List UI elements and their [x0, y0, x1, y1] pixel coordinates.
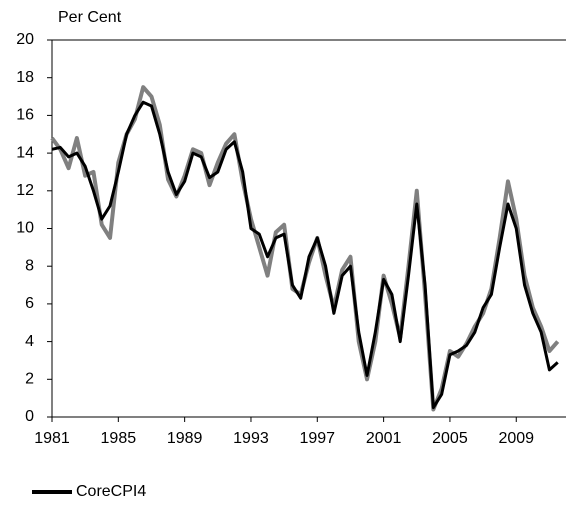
y-tick-label: 0 — [25, 408, 34, 425]
y-tick-label: 14 — [16, 144, 34, 161]
x-tick-label: 2001 — [366, 430, 402, 447]
x-tick-label: 1981 — [34, 430, 70, 447]
x-tick-label: 2005 — [432, 430, 468, 447]
legend-label: CoreCPI4 — [76, 483, 146, 500]
series-line — [51, 100, 559, 410]
x-tick-label: 2009 — [498, 430, 534, 447]
x-tick-label: 1985 — [101, 430, 137, 447]
y-tick-label: 2 — [25, 371, 34, 388]
y-tick-label: 10 — [16, 220, 34, 237]
x-tick-label: 1993 — [233, 430, 269, 447]
x-tick-label: 1997 — [299, 430, 335, 447]
y-tick-label: 18 — [16, 69, 34, 86]
y-tick-label: 20 — [16, 31, 34, 48]
y-axis-label: Per Cent — [58, 9, 122, 26]
y-tick-label: 4 — [25, 333, 34, 350]
y-tick-label: 12 — [16, 182, 34, 199]
y-tick-label: 6 — [25, 295, 34, 312]
y-tick-label: 16 — [16, 107, 34, 124]
y-tick-label: 8 — [25, 257, 34, 274]
x-tick-label: 1989 — [167, 430, 203, 447]
